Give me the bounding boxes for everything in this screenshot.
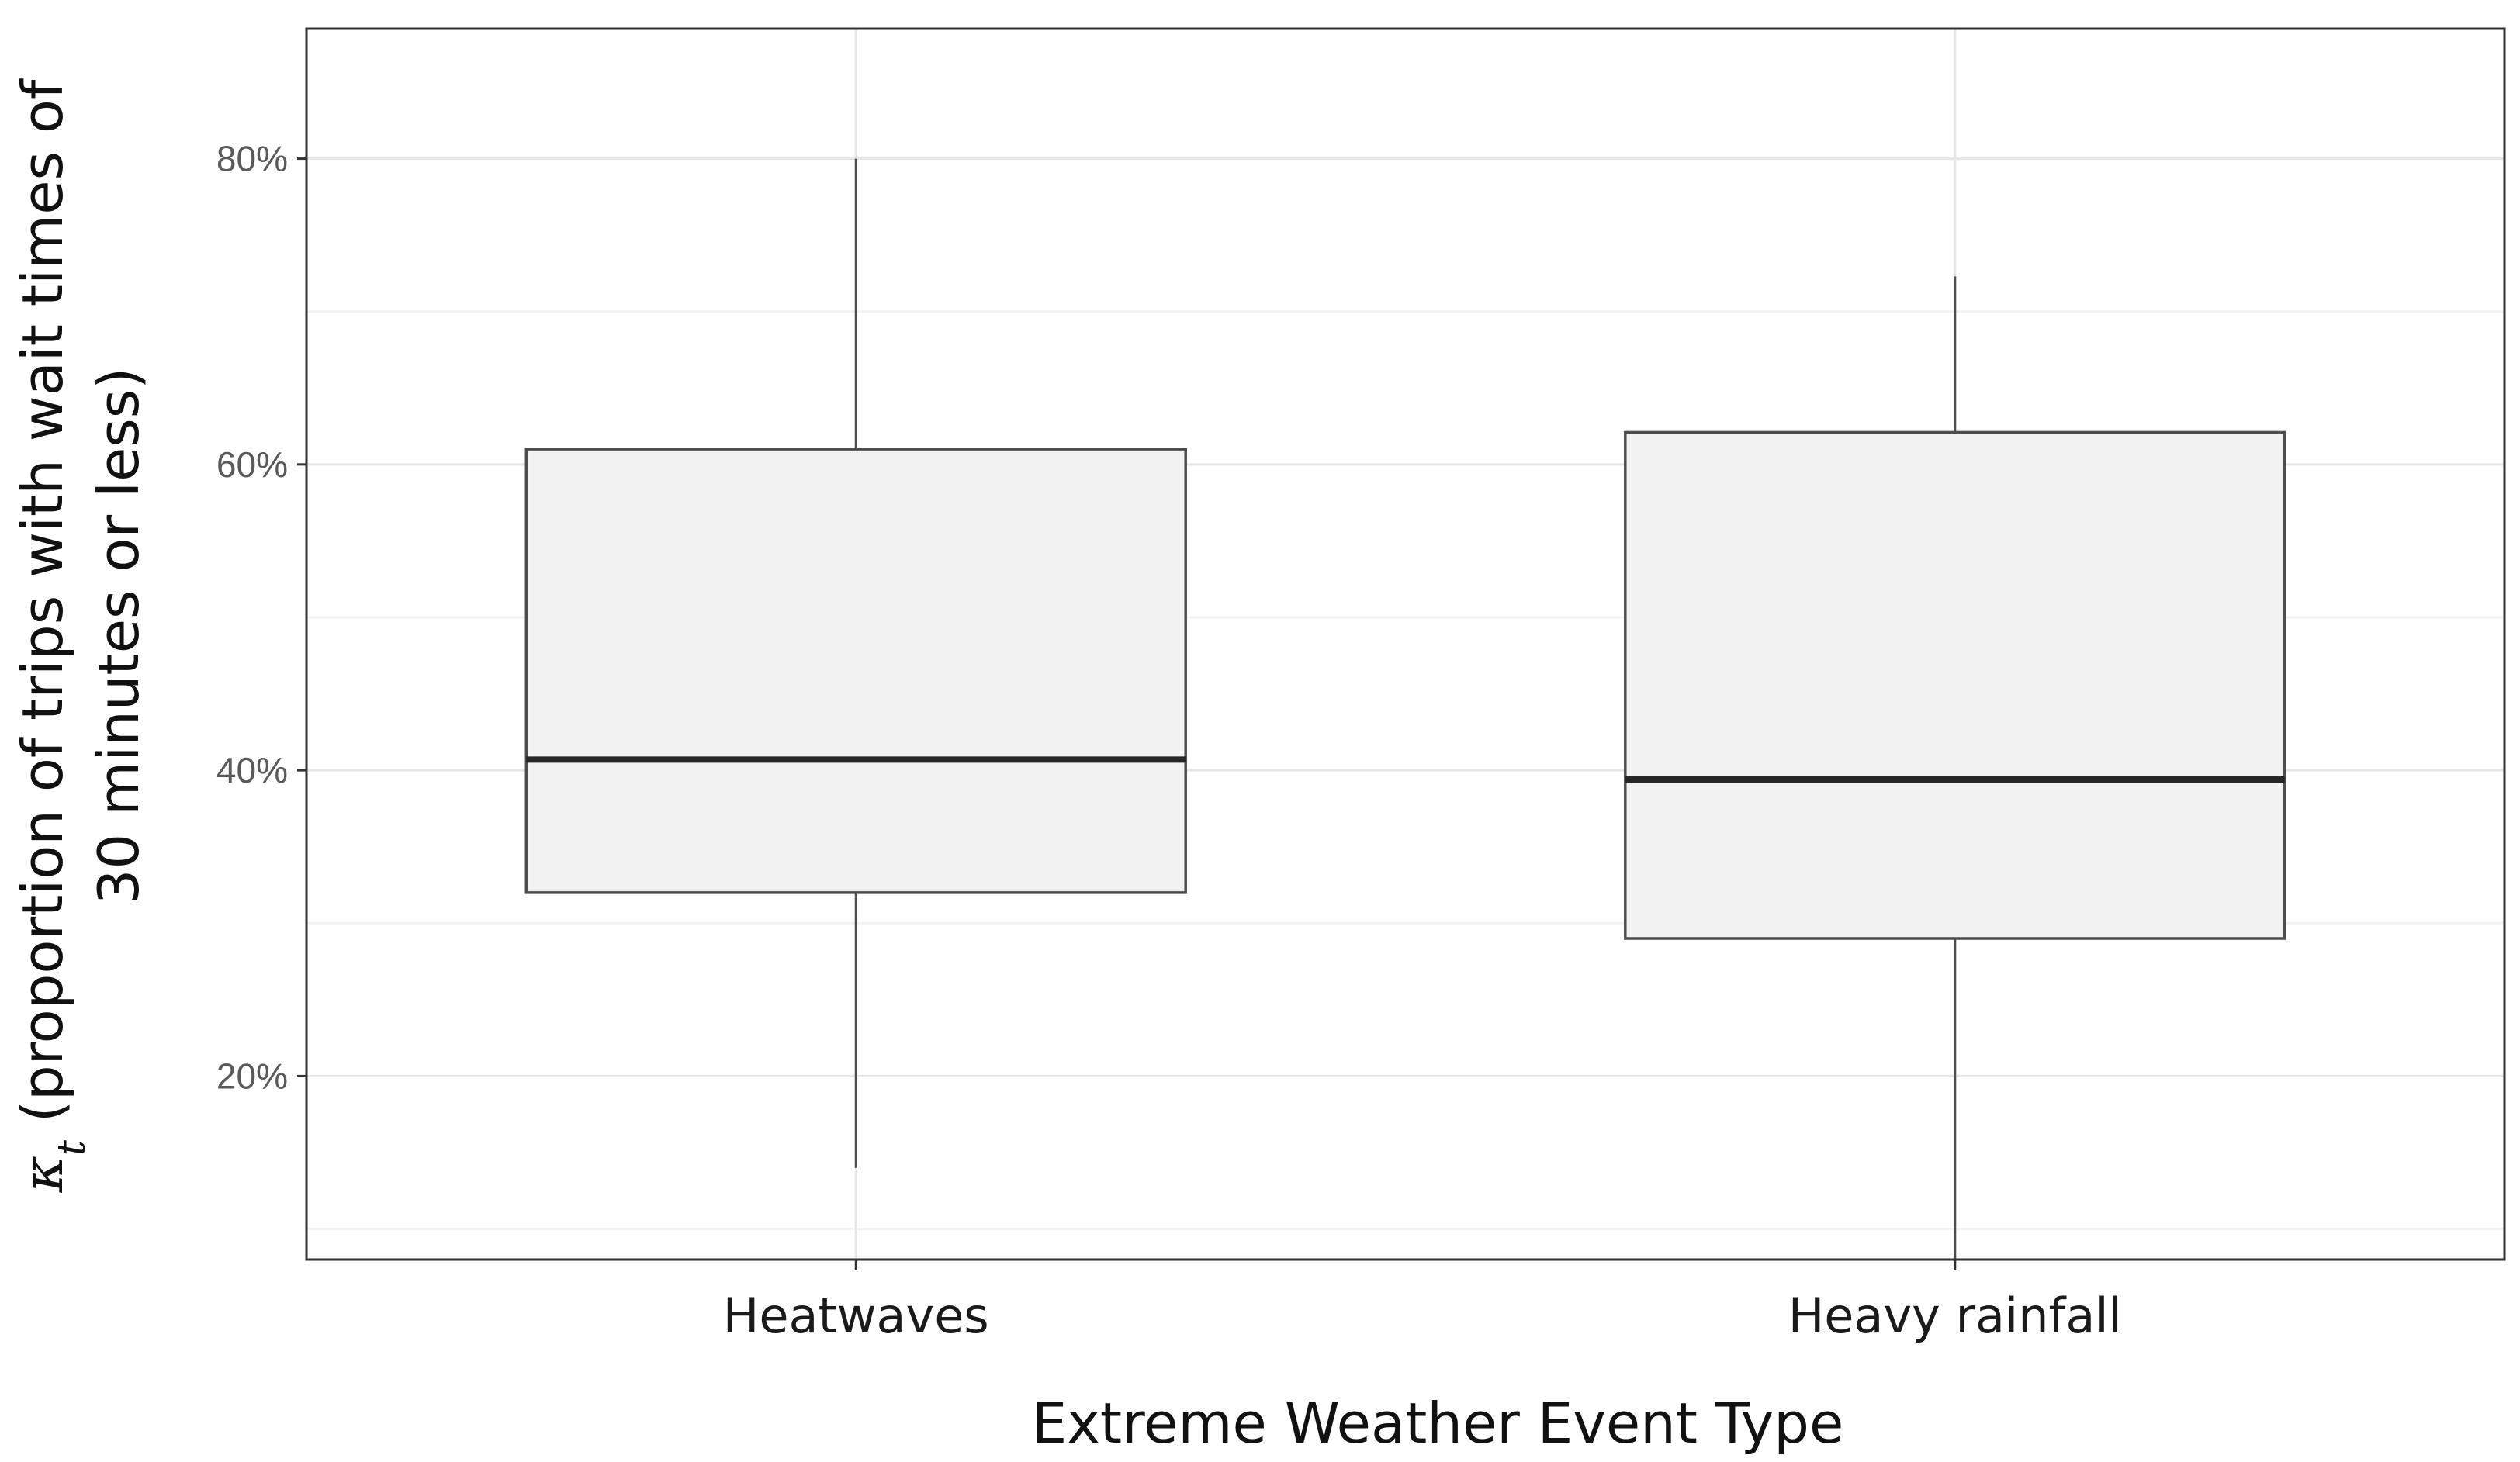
x-axis-title: Extreme Weather Event Type xyxy=(1032,1391,1844,1456)
x-tick-label: Heavy rainfall xyxy=(1788,1287,2122,1344)
axes: 20% 40% 60% 80% Heatwaves Heavy rainfall xyxy=(216,139,2122,1344)
y-axis-title-text: (proportion of trips with wait times of xyxy=(10,78,75,1140)
y-axis-title-line-2: 30 minutes or less) xyxy=(86,368,151,905)
interquartile-box xyxy=(1624,430,2286,940)
y-tick-label: 20% xyxy=(216,1056,288,1096)
y-tick-label: 40% xyxy=(216,750,288,790)
plot-panel-border xyxy=(305,27,2506,1261)
y-tick-label: 80% xyxy=(216,139,288,179)
x-tick-label: Heatwaves xyxy=(723,1287,989,1344)
y-axis-kappa-symbol: κ xyxy=(10,1156,75,1193)
box-heavy-rainfall xyxy=(1624,276,2286,1264)
box-heatwaves xyxy=(524,158,1187,1168)
boxes xyxy=(524,158,2286,1264)
interquartile-box xyxy=(524,448,1187,894)
y-axis-kappa-subscript: t xyxy=(49,1139,94,1156)
y-axis-title-line-1: κt (proportion of trips with wait times … xyxy=(10,78,94,1193)
y-tick-label: 60% xyxy=(216,444,288,485)
